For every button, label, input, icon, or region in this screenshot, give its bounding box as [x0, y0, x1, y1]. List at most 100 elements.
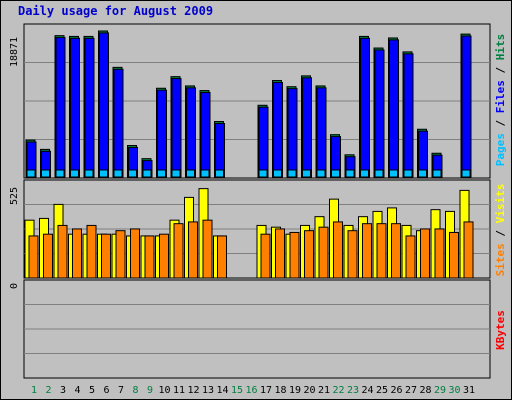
bar-sites-20: [304, 230, 314, 279]
x-tick-9: 9: [147, 385, 153, 396]
bar-sites-31: [463, 221, 474, 279]
bar-pages-7: [113, 169, 123, 178]
x-tick-17: 17: [260, 385, 272, 396]
bar-files-8: [128, 146, 138, 179]
bar-sites-7: [115, 230, 126, 279]
x-tick-31: 31: [463, 385, 475, 396]
bar-pages-25: [374, 169, 384, 178]
x-tick-28: 28: [419, 385, 431, 396]
x-tick-3: 3: [60, 385, 66, 396]
bar-pages-26: [389, 169, 398, 178]
x-tick-1: 1: [31, 385, 37, 396]
bar-pages-3: [55, 169, 65, 178]
bar-sites-10: [159, 233, 169, 279]
bar-pages-11: [171, 169, 181, 178]
bar-sites-30: [449, 231, 459, 279]
bar-files-17: [258, 106, 269, 179]
bar-files-20: [302, 77, 312, 179]
bar-sites-23: [347, 230, 358, 279]
bar-files-2: [41, 150, 51, 179]
x-tick-22: 22: [332, 385, 344, 396]
x-tick-24: 24: [361, 385, 373, 396]
bar-files-12: [186, 87, 196, 179]
bar-pages-20: [302, 169, 311, 178]
bar-sites-22: [333, 221, 343, 279]
bar-sites-18: [275, 228, 285, 279]
legend-files: Files: [494, 80, 507, 113]
bar-files-23: [345, 156, 356, 179]
bar-sites-27: [405, 235, 416, 279]
bar-pages-13: [200, 169, 210, 178]
bar-sites-4: [72, 228, 82, 279]
bar-pages-9: [142, 169, 152, 178]
x-tick-20: 20: [303, 385, 315, 396]
x-tick-30: 30: [448, 385, 460, 396]
bar-pages-6: [99, 169, 108, 178]
bar-sites-26: [391, 223, 401, 279]
bar-pages-12: [186, 169, 195, 178]
bar-sites-5: [86, 224, 97, 279]
y-max-label-middle: 525: [9, 187, 20, 205]
bar-sites-25: [376, 223, 387, 279]
bar-sites-6: [101, 233, 111, 279]
bar-pages-23: [345, 169, 355, 178]
x-tick-26: 26: [390, 385, 402, 396]
bar-files-21: [316, 87, 327, 179]
bar-sites-1: [28, 235, 39, 279]
x-tick-25: 25: [376, 385, 388, 396]
bar-pages-27: [403, 169, 413, 178]
y-max-label-bottom: 0: [9, 283, 20, 289]
bar-pages-5: [84, 169, 94, 178]
bar-files-10: [157, 89, 167, 179]
bar-sites-8: [130, 228, 140, 279]
x-tick-18: 18: [274, 385, 286, 396]
bar-files-26: [389, 39, 399, 179]
bar-pages-29: [432, 169, 442, 178]
bar-sites-2: [43, 233, 53, 279]
bar-pages-4: [70, 169, 79, 178]
bar-files-22: [331, 136, 341, 179]
chart-title: Daily usage for August 2009: [18, 4, 214, 18]
bar-sites-12: [188, 221, 198, 279]
bar-sites-13: [202, 219, 213, 279]
bar-sites-11: [173, 223, 184, 279]
bar-pages-19: [287, 169, 297, 178]
bar-sites-3: [57, 224, 68, 279]
legend-hits: Hits: [494, 34, 507, 61]
bar-files-3: [55, 37, 66, 179]
x-tick-6: 6: [103, 385, 109, 396]
bar-pages-21: [316, 169, 326, 178]
x-tick-12: 12: [187, 385, 199, 396]
legend-pages: Pages: [494, 133, 507, 166]
bar-files-27: [403, 53, 414, 179]
legend-bottom: KBytes: [494, 310, 507, 350]
x-tick-7: 7: [118, 385, 124, 396]
x-tick-4: 4: [74, 385, 80, 396]
bar-files-9: [142, 160, 153, 179]
bar-pages-14: [215, 169, 224, 178]
bar-files-14: [215, 122, 225, 179]
bar-files-6: [99, 32, 109, 179]
x-tick-11: 11: [173, 385, 185, 396]
bar-files-25: [374, 49, 385, 179]
bar-files-19: [287, 88, 298, 179]
bar-files-31: [461, 35, 472, 179]
bar-pages-1: [26, 169, 36, 178]
bar-sites-19: [289, 231, 300, 279]
bar-pages-28: [418, 169, 427, 178]
y-max-label-top: 18871: [9, 37, 20, 67]
bar-files-29: [432, 154, 443, 179]
bar-sites-17: [260, 233, 271, 279]
bar-files-13: [200, 92, 211, 179]
bar-sites-14: [217, 235, 227, 279]
bar-pages-22: [331, 169, 340, 178]
x-tick-8: 8: [132, 385, 138, 396]
bar-files-7: [113, 68, 124, 179]
x-tick-15: 15: [231, 385, 243, 396]
x-tick-14: 14: [216, 385, 228, 396]
bar-sites-24: [362, 223, 372, 279]
bar-files-1: [26, 141, 37, 179]
x-tick-13: 13: [202, 385, 214, 396]
bar-files-28: [418, 130, 428, 179]
